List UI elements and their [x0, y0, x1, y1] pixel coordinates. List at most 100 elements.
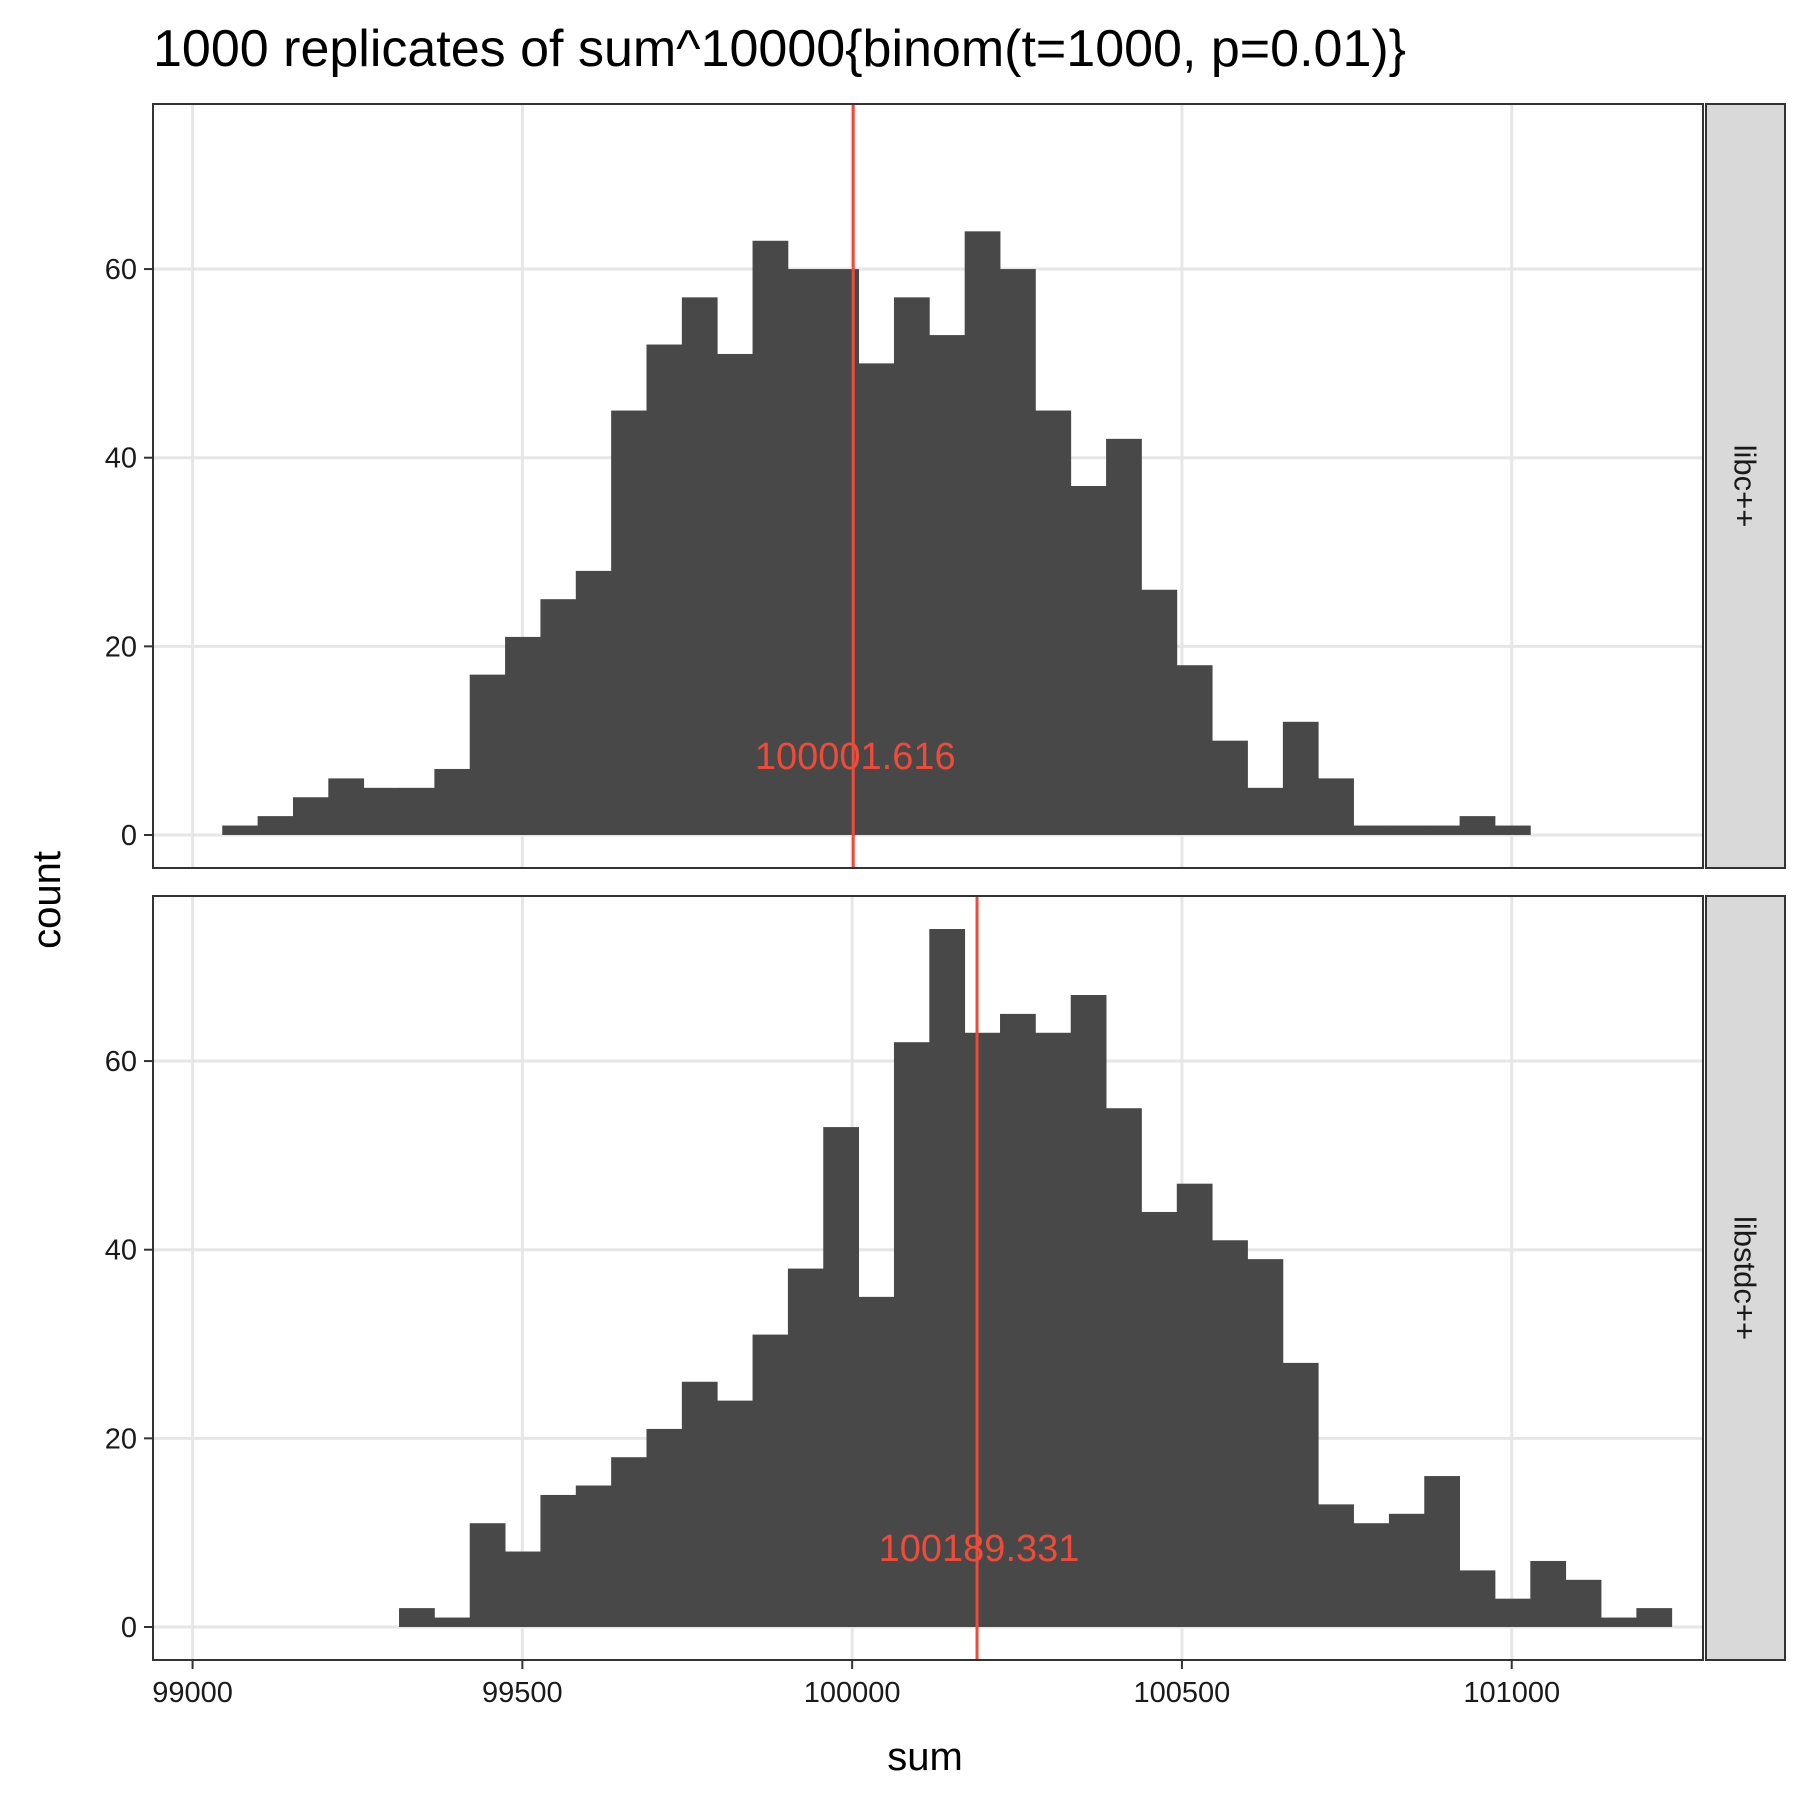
- histogram-bar: [1282, 1362, 1319, 1627]
- histogram-bar: [1353, 1523, 1390, 1627]
- histogram-bar: [717, 1400, 753, 1627]
- histogram-bar: [469, 1523, 506, 1627]
- histogram-bar: [1212, 1240, 1248, 1627]
- mean-label: 100189.331: [879, 1528, 1080, 1570]
- histogram-bar: [1318, 1504, 1354, 1627]
- x-axis-title: sum: [887, 1735, 963, 1779]
- facet-panel-libc++: 100001.616 0 20 40 60 libc++: [105, 103, 1786, 869]
- mean-label: 100001.616: [755, 736, 956, 778]
- facet-strip-label: libc++: [1728, 445, 1763, 528]
- histogram-bar: [540, 1494, 577, 1627]
- y-tick-label: 0: [121, 1612, 137, 1644]
- y-tick-label: 20: [105, 1423, 137, 1455]
- histogram-bar: [1459, 816, 1496, 835]
- histogram-bar: [1565, 1579, 1602, 1627]
- histogram-bar: [1459, 1570, 1496, 1627]
- histogram-bar: [1636, 1608, 1673, 1627]
- histogram-bar: [1070, 995, 1107, 1627]
- histogram-bar: [1388, 1513, 1425, 1627]
- histogram-bar: [363, 787, 400, 835]
- histogram-bar: [1318, 778, 1354, 835]
- x-tick-label: 99500: [482, 1677, 563, 1709]
- histogram-bar: [787, 269, 824, 835]
- y-tick-label: 60: [105, 254, 137, 286]
- histogram-bar: [1141, 589, 1178, 835]
- y-tick-label: 0: [121, 820, 137, 852]
- histogram-bar: [1141, 1211, 1178, 1627]
- histogram-bar: [1388, 825, 1425, 835]
- histogram-bar: [1494, 1598, 1531, 1627]
- x-tick-label: 100500: [1134, 1677, 1231, 1709]
- histogram-bar: [1035, 1032, 1072, 1627]
- histogram-bar: [1000, 269, 1036, 835]
- x-tick-label: 101000: [1463, 1677, 1560, 1709]
- histogram-bar: [893, 297, 930, 835]
- histogram-bar: [1106, 438, 1142, 835]
- histogram-bar: [328, 778, 365, 835]
- histogram-bar: [646, 344, 683, 835]
- histogram-bar: [1424, 1476, 1461, 1627]
- histogram-bar: [257, 816, 294, 835]
- y-tick-label: 60: [105, 1046, 137, 1078]
- histogram-bar: [222, 825, 259, 835]
- histogram-bar: [929, 335, 966, 835]
- histogram-bar: [752, 1334, 789, 1627]
- histogram-bar: [787, 1268, 824, 1627]
- y-axis-title: count: [25, 851, 69, 949]
- histogram-bar: [1176, 665, 1213, 835]
- histogram-bar: [1247, 1259, 1284, 1627]
- histogram-bar: [540, 599, 577, 835]
- histogram-bar: [611, 1457, 647, 1627]
- histogram-bar: [681, 297, 718, 835]
- histogram-bar: [1176, 1183, 1213, 1627]
- histogram-bar: [1035, 410, 1072, 835]
- histogram-bar: [469, 674, 506, 835]
- y-tick-label: 20: [105, 631, 137, 663]
- histogram-bar: [1212, 740, 1248, 835]
- histogram-bar: [681, 1381, 718, 1627]
- panel-border: [152, 895, 1704, 1661]
- chart-title: 1000 replicates of sum^10000{binom(t=100…: [153, 20, 1406, 78]
- histogram-bar: [1424, 825, 1461, 835]
- facet-panel-libstdc++: 100189.331 0 20 40 60 libstdc++: [105, 895, 1786, 1661]
- histogram-bar: [964, 231, 1001, 835]
- histogram-bar: [505, 1551, 541, 1627]
- histogram-bar: [434, 768, 471, 835]
- histogram-bar: [1494, 825, 1531, 835]
- histogram-bar: [646, 1428, 683, 1627]
- histogram-bar: [964, 1032, 1001, 1627]
- histogram-bar: [1353, 825, 1390, 835]
- facet-panels: 100001.616 0 20 40 60 libc++ 100189.331 0 20 40 60…: [105, 103, 1786, 1661]
- histogram-bar: [929, 929, 966, 1627]
- histogram-bar: [575, 570, 612, 835]
- histogram-bar: [399, 787, 435, 835]
- histogram-bar: [1106, 1108, 1142, 1627]
- histogram-bar: [611, 410, 647, 835]
- x-tick-label: 100000: [804, 1677, 901, 1709]
- histogram-bar: [1247, 787, 1284, 835]
- histogram-bar: [717, 353, 753, 835]
- histogram-bar: [434, 1617, 471, 1627]
- histogram-bar: [1000, 1013, 1036, 1627]
- histogram-bar: [858, 363, 895, 835]
- y-tick-label: 40: [105, 1235, 137, 1267]
- histogram-bar: [505, 636, 541, 835]
- histogram-bar: [1282, 721, 1319, 835]
- histogram-bar: [575, 1485, 612, 1627]
- histogram-bar: [823, 1127, 860, 1627]
- facet-strip-label: libstdc++: [1728, 1216, 1763, 1340]
- histogram-bar: [399, 1608, 435, 1627]
- y-tick-label: 40: [105, 443, 137, 475]
- histogram-bar: [292, 797, 329, 835]
- histogram-bar: [858, 1296, 895, 1627]
- histogram-bar: [752, 240, 789, 835]
- histogram-bar: [1530, 1560, 1567, 1627]
- x-tick-label: 99000: [152, 1677, 233, 1709]
- histogram-bar: [1070, 486, 1107, 835]
- histogram-bar: [893, 1042, 930, 1627]
- facet-strip: [1705, 103, 1786, 869]
- x-axis: 99000 99500 100000 100500 101000: [152, 1660, 1560, 1709]
- histogram-bar: [1601, 1617, 1637, 1627]
- facet-strip: [1705, 895, 1786, 1661]
